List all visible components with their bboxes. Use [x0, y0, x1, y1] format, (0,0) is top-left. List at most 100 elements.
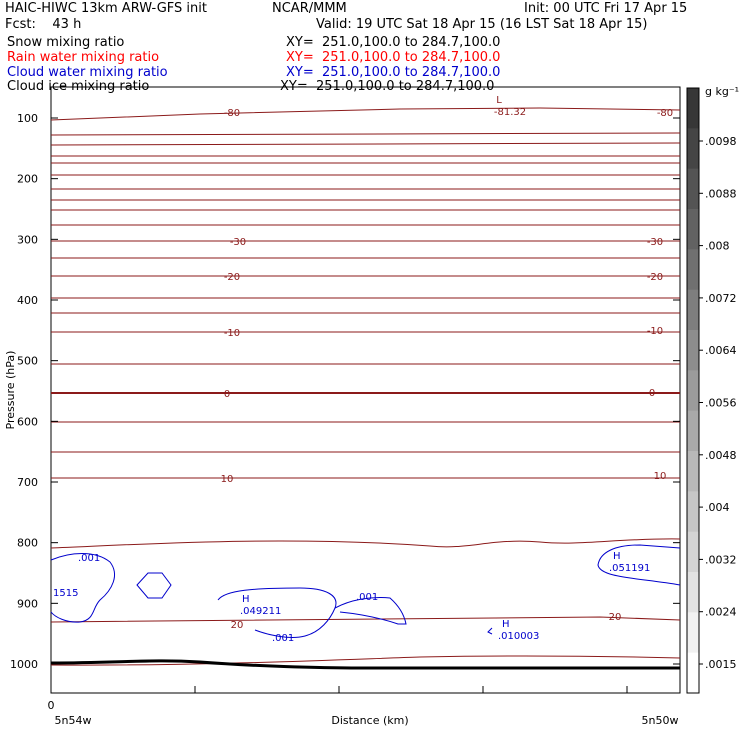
cloud-contour [487, 627, 493, 635]
temp-label: -20 [647, 272, 663, 283]
temp-label: 10 [221, 474, 234, 485]
cloud-water-contours [50, 544, 681, 638]
temp-min-marker: L [496, 95, 502, 106]
temp-label: -30 [647, 237, 663, 248]
colorbar-swatch [687, 209, 699, 250]
colorbar-unit: g kg⁻¹ [705, 85, 739, 98]
y-tick-label: 500 [17, 355, 38, 368]
cloud-label: .049211 [240, 606, 281, 617]
y-tick-label: 900 [17, 597, 38, 610]
cloud-label: .001 [78, 553, 100, 564]
colorbar-tick-label: .0032 [705, 553, 737, 566]
colorbar-tick-label: .0056 [705, 397, 737, 410]
colorbar-tick-label: .0098 [705, 135, 737, 148]
colorbar-tick-label: .0072 [705, 292, 737, 305]
y-tick-label: 100 [17, 112, 38, 125]
cloud-label: .001 [356, 592, 378, 603]
temp-label: -10 [647, 326, 663, 337]
field-snow-xy: XY= 251.0,100.0 to 284.7,100.0 [286, 35, 501, 50]
isotherm [50, 538, 681, 549]
isotherm [50, 132, 681, 136]
colorbar-swatch [687, 612, 699, 654]
y-tick-label: 300 [17, 233, 38, 246]
colorbar-swatch [687, 249, 699, 291]
cloud-contour [597, 544, 681, 586]
cloud-contour [136, 572, 172, 599]
colorbar-swatch [687, 128, 699, 170]
surface-terrain [50, 659, 680, 670]
y-tick-label: 400 [17, 294, 38, 307]
temperature-labels: -80 -80 -81.32 L -30 -30 -20 -20 -10 -10… [221, 95, 674, 631]
colorbar-swatch [687, 88, 699, 129]
temp-label: 20 [231, 620, 244, 631]
colorbar-tick-label: .0088 [705, 187, 737, 200]
isotherm [50, 655, 681, 666]
temp-label: -20 [224, 272, 240, 283]
cloud-label: .051191 [609, 563, 650, 574]
colorbar-swatch [687, 370, 699, 412]
colorbar-swatch [687, 289, 699, 331]
x-axis-ticks [50, 686, 628, 693]
field-cloudwater-xy: XY= 251.0,100.0 to 284.7,100.0 [286, 65, 501, 80]
colorbar-tick-label: .0024 [705, 606, 737, 619]
colorbar-swatch [687, 572, 699, 613]
cloud-max-marker: H [502, 619, 510, 630]
temp-label: -30 [230, 237, 246, 248]
field-rain-label: Rain water mixing ratio [7, 50, 160, 65]
temp-label: -80 [224, 108, 240, 119]
colorbar-swatch [687, 531, 699, 573]
colorbar: .0098 .0088 .008 .0072 .0064 .0056 .0048 .004 .0… [686, 87, 737, 694]
y-tick-label: 200 [17, 173, 38, 186]
y-tick-label: 800 [17, 537, 38, 550]
colorbar-tick-label: .0015 [705, 658, 737, 671]
isotherm [50, 142, 681, 146]
temp-label: 0 [649, 388, 655, 399]
colorbar-swatch [687, 168, 699, 210]
colorbar-swatch [687, 451, 699, 492]
cloud-max-marker: H [613, 551, 621, 562]
cloud-water-labels: .001 1515 H .049211 .001 .001 H .010003 … [53, 551, 650, 644]
isotherm [50, 107, 681, 121]
x-right-location: 5n50w [642, 714, 679, 727]
isotherm [50, 616, 681, 623]
cloud-contour [334, 597, 407, 625]
colorbar-swatch [687, 330, 699, 371]
cloud-max-marker: H [242, 594, 250, 605]
plot-frame [50, 86, 681, 694]
y-tick-label: 1000 [10, 658, 38, 671]
temp-label: -80 [657, 108, 673, 119]
cloud-label: 1515 [53, 588, 78, 599]
y-axis-title: Pressure (hPa) [4, 351, 17, 430]
colorbar-tick-label: .008 [705, 240, 730, 253]
cloud-contour [50, 553, 115, 623]
colorbar-swatch [687, 410, 699, 452]
x-left-location: 5n54w [55, 714, 92, 727]
temp-label: -81.32 [494, 107, 526, 118]
x-axis-title: Distance (km) [331, 714, 408, 727]
colorbar-frame [686, 87, 700, 694]
cloud-label: .001 [272, 633, 294, 644]
init-time: Init: 00 UTC Fri 17 Apr 15 [524, 1, 688, 16]
y-tick-label: 700 [17, 476, 38, 489]
temp-label: 10 [654, 471, 667, 482]
field-snow-label: Snow mixing ratio [7, 35, 125, 50]
colorbar-tick-label: .0048 [705, 449, 737, 462]
temperature-contours [50, 107, 681, 666]
field-cloudwater-label: Cloud water mixing ratio [7, 65, 168, 80]
temp-label: 0 [224, 389, 230, 400]
colorbar-tick-label: .004 [705, 501, 730, 514]
colorbar-swatch [687, 491, 699, 533]
field-rain-xy: XY= 251.0,100.0 to 284.7,100.0 [286, 50, 501, 65]
temp-label: -10 [224, 328, 240, 339]
org-label: NCAR/MMM [272, 1, 347, 16]
model-title: HAIC-HIWC 13km ARW-GFS init [5, 1, 207, 16]
y-tick-label: 600 [17, 415, 38, 428]
colorbar-tick-label: .0064 [705, 344, 737, 357]
cloud-label: .010003 [498, 631, 539, 642]
temp-label: 20 [609, 612, 622, 623]
forecast-hour: Fcst: 43 h [5, 17, 82, 32]
colorbar-swatch [687, 652, 699, 694]
valid-time: Valid: 19 UTC Sat 18 Apr 15 (16 LST Sat … [316, 17, 648, 32]
